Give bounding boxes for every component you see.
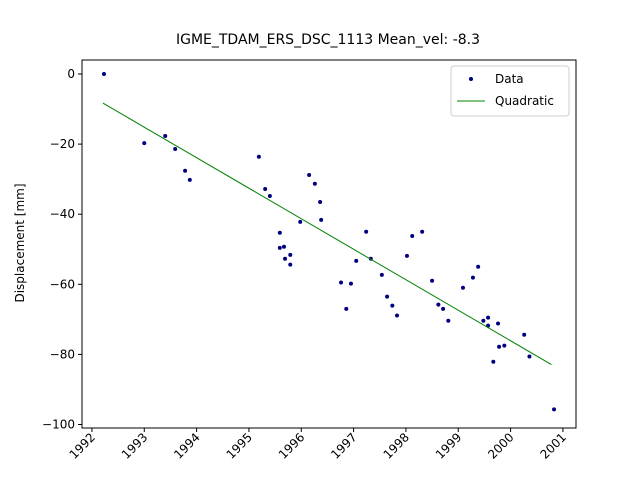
legend-label: Data — [495, 72, 524, 86]
data-point — [187, 177, 192, 182]
data-point — [404, 253, 409, 258]
data-point — [496, 321, 501, 326]
data-point — [486, 315, 491, 320]
data-point — [441, 306, 446, 311]
data-point — [410, 233, 415, 238]
data-point — [277, 245, 282, 250]
y-tick-label: −60 — [50, 277, 75, 291]
data-point — [481, 318, 486, 323]
data-point — [277, 230, 282, 235]
data-point — [283, 256, 288, 261]
y-tick-label: −40 — [50, 207, 75, 221]
data-point — [460, 285, 465, 290]
legend: Data Quadratic — [450, 65, 570, 117]
data-point — [354, 258, 359, 263]
data-point — [307, 172, 312, 177]
y-tick-label: −20 — [50, 137, 75, 151]
data-point — [339, 280, 344, 285]
data-point — [344, 306, 349, 311]
y-tick-label: −100 — [42, 417, 75, 431]
data-point — [163, 134, 168, 139]
legend-label: Quadratic — [495, 94, 554, 108]
data-point — [502, 343, 507, 348]
data-point — [430, 278, 435, 283]
data-point — [436, 302, 441, 307]
data-point — [446, 318, 451, 323]
data-point — [395, 313, 400, 318]
fit-line — [102, 102, 552, 365]
y-tick-label: −80 — [50, 347, 75, 361]
data-point — [281, 244, 286, 249]
data-point — [491, 359, 496, 364]
data-point — [318, 199, 323, 204]
data-point — [288, 262, 293, 267]
data-point — [142, 141, 147, 146]
data-point — [497, 344, 502, 349]
data-point — [385, 294, 390, 299]
data-point — [298, 219, 303, 224]
legend-marker — [469, 77, 473, 81]
data-point — [312, 181, 317, 186]
plot-frame — [81, 59, 577, 429]
data-point — [267, 193, 272, 198]
y-tick-label: 0 — [67, 67, 75, 81]
legend-box — [450, 65, 570, 117]
data-point — [183, 168, 188, 173]
data-point — [263, 186, 268, 191]
data-point — [288, 252, 293, 257]
data-point — [476, 264, 481, 269]
data-point — [420, 229, 425, 234]
data-point — [470, 275, 475, 280]
data-point — [319, 217, 324, 222]
data-point — [522, 332, 527, 337]
data-point — [101, 72, 106, 77]
data-point — [256, 154, 261, 159]
data-point — [173, 147, 178, 152]
data-point — [348, 281, 353, 286]
data-point — [527, 354, 532, 359]
data-point — [364, 229, 369, 234]
y-axis-label: Displacement [mm] — [13, 183, 27, 302]
data-point — [552, 407, 557, 412]
data-point — [379, 272, 384, 277]
chart-title: IGME_TDAM_ERS_DSC_1113 Mean_vel: -8.3 — [176, 32, 480, 48]
data-point — [390, 303, 395, 308]
